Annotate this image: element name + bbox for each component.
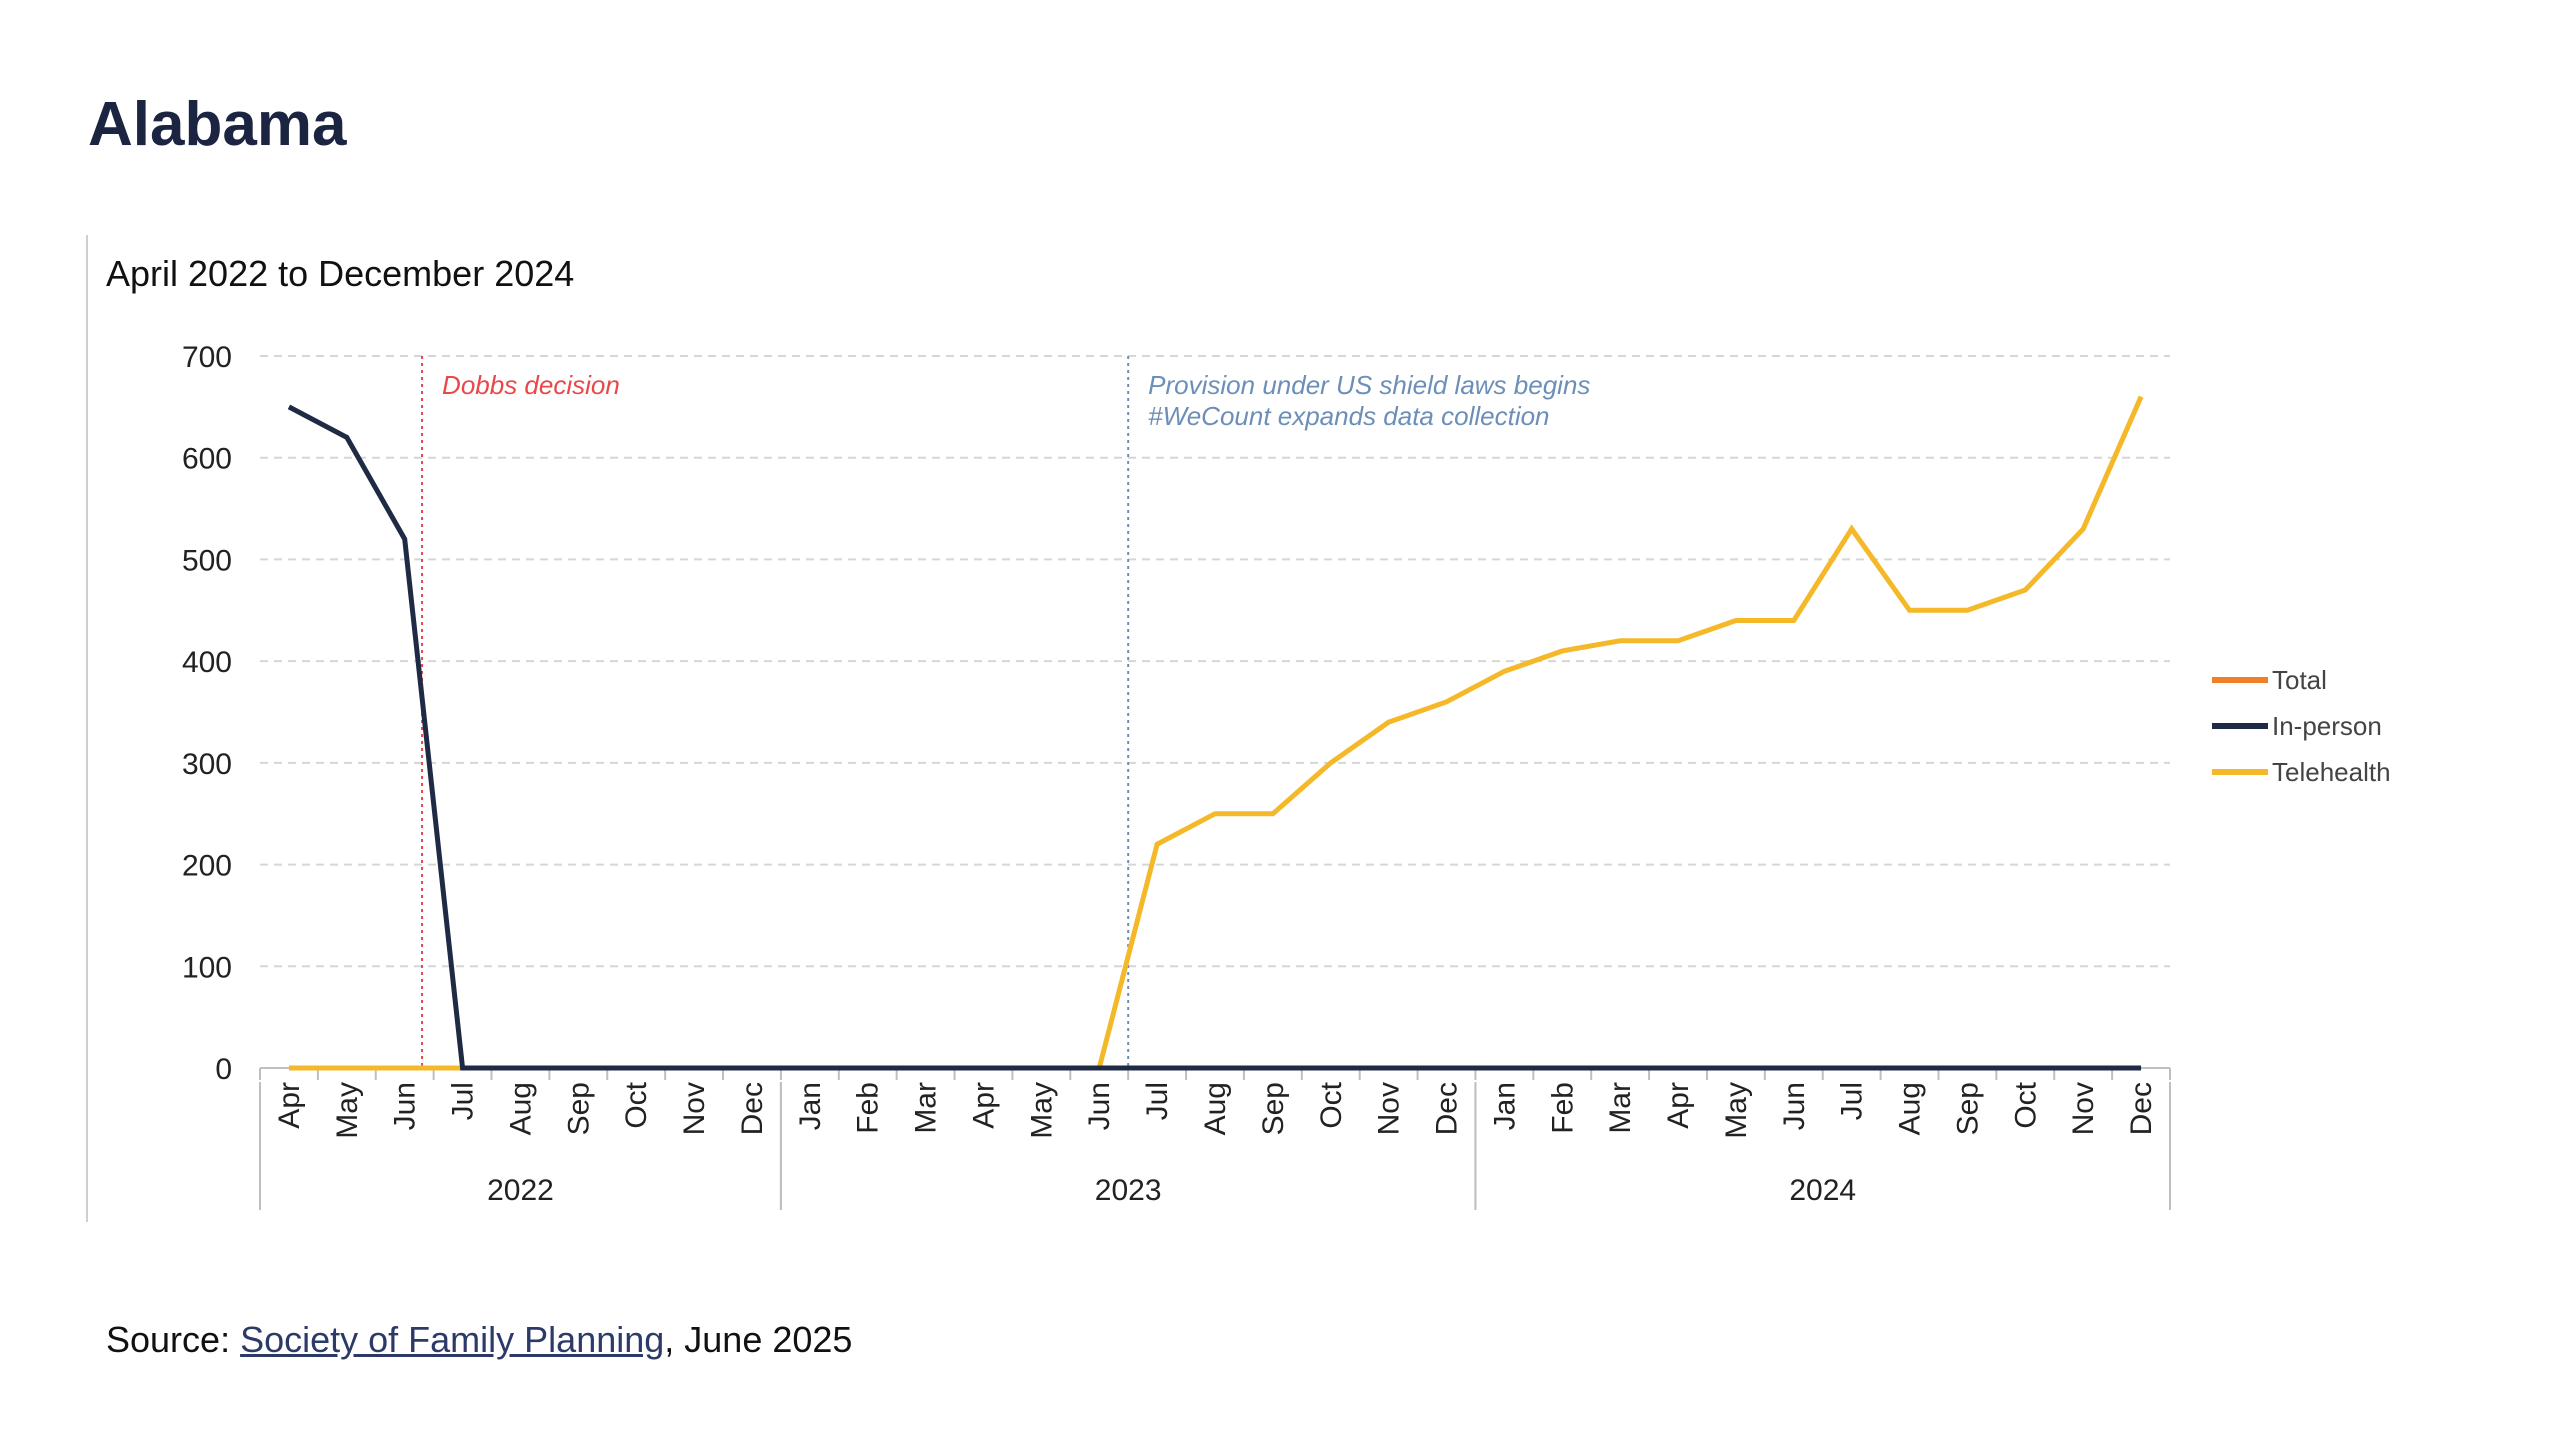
x-tick-label: Nov xyxy=(1373,1082,1406,1135)
x-tick-label: Dec xyxy=(736,1082,769,1135)
x-axis: Apr May Jun Jul Aug Sep Oct Nov Dec Jan Feb Mar Apr M… xyxy=(259,1067,2171,1210)
annotation-label-dobbs: Dobbs decision xyxy=(442,370,620,400)
x-tick-label: Mar xyxy=(910,1082,943,1134)
chart-subtitle: April 2022 to December 2024 xyxy=(106,253,574,294)
x-tick-label: Jul xyxy=(447,1082,480,1120)
y-tick-label: 100 xyxy=(182,951,232,984)
source-link[interactable]: Society of Family Planning xyxy=(240,1319,665,1360)
x-tick-label: May xyxy=(1720,1082,1753,1139)
annotation-label-shield: #WeCount expands data collection xyxy=(1148,401,1549,431)
series-line-telehealth xyxy=(288,395,2144,1071)
x-tick-label: Oct xyxy=(620,1081,653,1128)
source-prefix: Source: xyxy=(106,1319,241,1360)
y-tick-label: 200 xyxy=(182,850,232,883)
annotations: Dobbs decision Provision under US shield … xyxy=(421,356,1590,1068)
series-lines xyxy=(287,395,2144,1071)
x-tick-label: Nov xyxy=(2067,1082,2100,1135)
x-tick-label: Sep xyxy=(1257,1082,1290,1135)
x-tick-label: Feb xyxy=(852,1082,885,1134)
x-tick-label: Jan xyxy=(794,1082,827,1130)
y-tick-label: 500 xyxy=(182,544,232,577)
x-tick-label: Apr xyxy=(273,1082,306,1129)
x-tick-label: Dec xyxy=(2125,1082,2158,1135)
x-tick-label: Mar xyxy=(1604,1082,1637,1134)
y-axis-tick-labels: 0 100 200 300 400 500 600 700 xyxy=(182,341,232,1086)
series-line-in-person xyxy=(287,404,2142,1071)
y-tick-label: 0 xyxy=(215,1053,232,1086)
grid-lines xyxy=(260,355,2170,968)
x-tick-label: Feb xyxy=(1546,1082,1579,1134)
x-tick-label: Apr xyxy=(1662,1082,1695,1129)
x-tick-label: Jun xyxy=(1778,1082,1811,1130)
y-tick-label: 300 xyxy=(182,748,232,781)
x-tick-label: Apr xyxy=(967,1082,1000,1129)
x-tick-label: May xyxy=(1025,1082,1058,1139)
x-tick-label: Aug xyxy=(1199,1082,1232,1135)
x-tick-label: Jul xyxy=(1836,1082,1869,1120)
x-tick-label: Sep xyxy=(1951,1082,1984,1135)
source-suffix: , June 2025 xyxy=(664,1319,853,1360)
x-tick-label: Oct xyxy=(1315,1081,1348,1128)
x-tick-label: Jan xyxy=(1488,1082,1521,1130)
legend-label-in-person: In-person xyxy=(2272,711,2382,741)
source-footer: Source: Society of Family Planning, June… xyxy=(106,1318,852,1361)
legend-label-total: Total xyxy=(2272,665,2327,695)
page-title: Alabama xyxy=(88,90,347,159)
annotation-label-shield: Provision under US shield laws begins xyxy=(1148,370,1590,400)
x-tick-label: Jul xyxy=(1141,1082,1174,1120)
legend: Total In-person Telehealth xyxy=(2212,665,2391,787)
x-tick-label: Jun xyxy=(389,1082,422,1130)
x-tick-label: Nov xyxy=(678,1082,711,1135)
x-tick-label: May xyxy=(331,1082,364,1139)
x-tick-label: Sep xyxy=(562,1082,595,1135)
x-tick-label: Aug xyxy=(504,1082,537,1135)
year-label: 2024 xyxy=(1789,1174,1856,1207)
x-tick-label: Jun xyxy=(1083,1082,1116,1130)
x-tick-label: Aug xyxy=(1894,1082,1927,1135)
x-tick-label: Dec xyxy=(1431,1082,1464,1135)
year-label: 2023 xyxy=(1095,1174,1162,1207)
year-label: 2022 xyxy=(487,1174,554,1207)
y-tick-label: 400 xyxy=(182,646,232,679)
y-tick-label: 600 xyxy=(182,443,232,476)
legend-label-telehealth: Telehealth xyxy=(2272,757,2391,787)
y-tick-label: 700 xyxy=(182,341,232,374)
x-tick-label: Oct xyxy=(2009,1081,2042,1128)
